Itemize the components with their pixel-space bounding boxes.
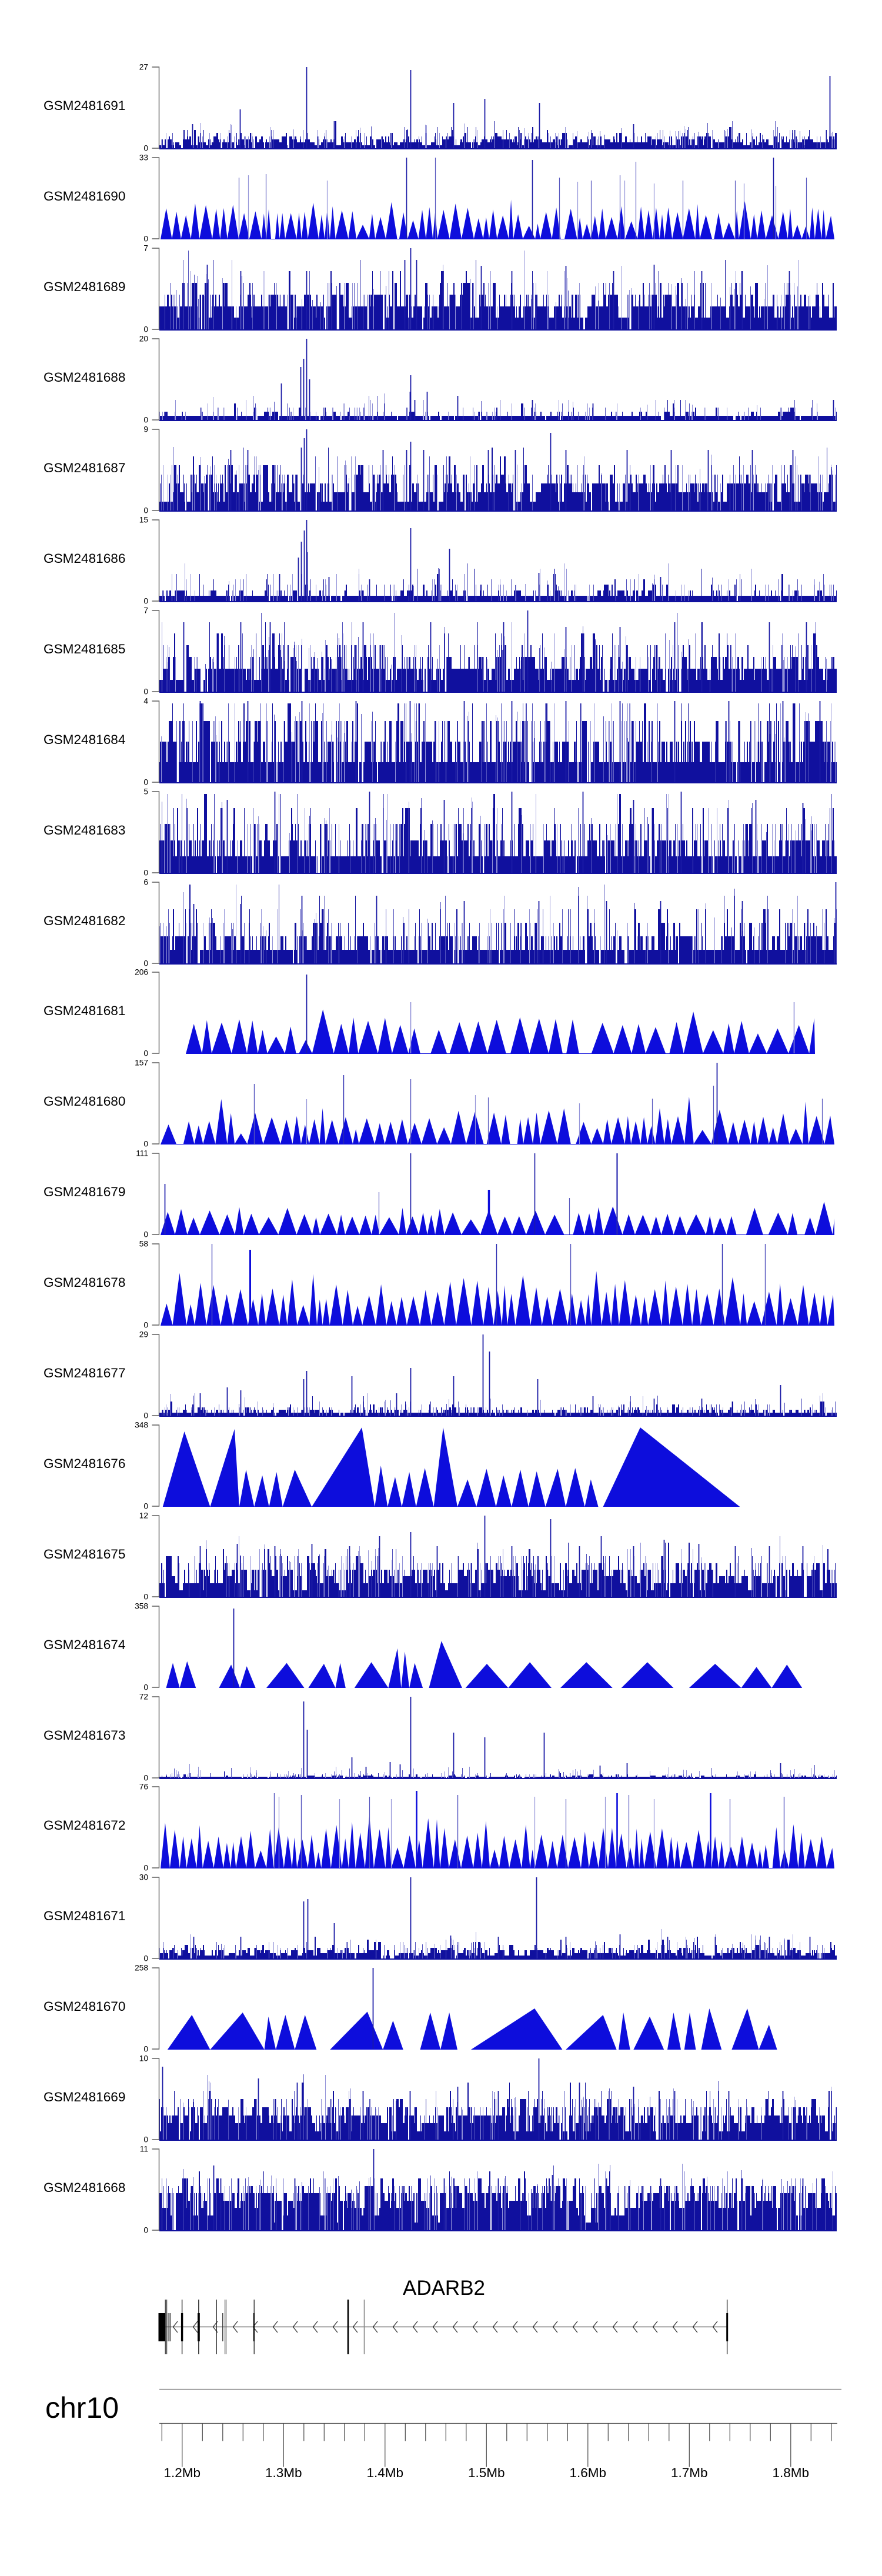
svg-text:GSM2481685: GSM2481685: [44, 642, 125, 656]
svg-text:GSM2481679: GSM2481679: [44, 1184, 125, 1199]
svg-text:29: 29: [139, 1330, 148, 1339]
svg-text:348: 348: [135, 1421, 148, 1430]
svg-text:20: 20: [139, 335, 149, 343]
svg-text:4: 4: [143, 697, 148, 706]
svg-text:5: 5: [143, 788, 148, 796]
svg-text:58: 58: [139, 1240, 149, 1249]
svg-text:GSM2481683: GSM2481683: [44, 823, 125, 837]
svg-text:358: 358: [135, 1602, 148, 1611]
svg-text:0: 0: [143, 1412, 148, 1420]
svg-text:1.3Mb: 1.3Mb: [265, 2465, 302, 2480]
svg-text:0: 0: [143, 2135, 148, 2144]
svg-text:0: 0: [143, 2226, 148, 2235]
svg-text:0: 0: [143, 1864, 148, 1873]
svg-text:GSM2481688: GSM2481688: [44, 370, 125, 385]
svg-text:GSM2481669: GSM2481669: [44, 2090, 125, 2104]
svg-text:GSM2481687: GSM2481687: [44, 461, 125, 475]
svg-text:0: 0: [143, 235, 148, 243]
svg-text:0: 0: [143, 1954, 148, 1963]
svg-text:GSM2481668: GSM2481668: [44, 2180, 125, 2195]
svg-text:0: 0: [143, 2045, 148, 2054]
svg-text:258: 258: [135, 1964, 148, 1973]
svg-text:GSM2481675: GSM2481675: [44, 1547, 125, 1561]
svg-text:GSM2481689: GSM2481689: [44, 279, 125, 294]
svg-text:GSM2481684: GSM2481684: [44, 732, 125, 747]
svg-text:7: 7: [143, 244, 148, 253]
svg-text:0: 0: [143, 1049, 148, 1058]
svg-text:1.6Mb: 1.6Mb: [570, 2465, 607, 2480]
svg-text:GSM2481686: GSM2481686: [44, 551, 125, 566]
svg-text:GSM2481676: GSM2481676: [44, 1456, 125, 1471]
svg-text:chr10: chr10: [45, 2391, 119, 2424]
svg-text:GSM2481670: GSM2481670: [44, 1999, 125, 2014]
svg-text:GSM2481673: GSM2481673: [44, 1728, 125, 1743]
svg-text:206: 206: [135, 968, 148, 977]
svg-text:0: 0: [143, 416, 148, 425]
svg-text:0: 0: [143, 1683, 148, 1692]
svg-text:GSM2481672: GSM2481672: [44, 1818, 125, 1833]
svg-text:0: 0: [143, 1774, 148, 1783]
svg-text:9: 9: [143, 425, 148, 434]
svg-text:0: 0: [143, 1230, 148, 1239]
svg-text:0: 0: [143, 597, 148, 606]
svg-text:0: 0: [143, 959, 148, 968]
svg-text:76: 76: [139, 1783, 149, 1791]
svg-text:1.7Mb: 1.7Mb: [671, 2465, 708, 2480]
svg-text:GSM2481671: GSM2481671: [44, 1908, 125, 1923]
svg-text:11: 11: [140, 2145, 148, 2154]
svg-text:GSM2481674: GSM2481674: [44, 1637, 125, 1652]
svg-text:7: 7: [143, 606, 148, 615]
svg-text:GSM2481677: GSM2481677: [44, 1366, 125, 1380]
svg-text:30: 30: [139, 1873, 149, 1882]
svg-text:1.2Mb: 1.2Mb: [164, 2465, 201, 2480]
svg-text:0: 0: [143, 1321, 148, 1330]
svg-text:0: 0: [143, 1593, 148, 1601]
svg-text:GSM2481691: GSM2481691: [44, 98, 125, 113]
svg-text:GSM2481690: GSM2481690: [44, 189, 125, 203]
svg-text:ADARB2: ADARB2: [403, 2277, 485, 2300]
svg-text:0: 0: [143, 1140, 148, 1149]
svg-text:157: 157: [135, 1059, 148, 1067]
svg-text:27: 27: [139, 63, 148, 72]
svg-text:0: 0: [143, 869, 148, 877]
svg-text:0: 0: [143, 1502, 148, 1511]
svg-text:GSM2481681: GSM2481681: [44, 1003, 125, 1018]
svg-text:72: 72: [139, 1693, 148, 1701]
svg-text:1.5Mb: 1.5Mb: [468, 2465, 505, 2480]
svg-text:1.8Mb: 1.8Mb: [773, 2465, 810, 2480]
svg-text:0: 0: [143, 778, 148, 787]
svg-text:0: 0: [143, 506, 148, 515]
svg-text:0: 0: [143, 325, 148, 334]
svg-text:GSM2481678: GSM2481678: [44, 1275, 125, 1290]
svg-text:0: 0: [143, 144, 148, 153]
svg-text:GSM2481682: GSM2481682: [44, 913, 125, 928]
svg-text:10: 10: [139, 2054, 149, 2063]
svg-text:GSM2481680: GSM2481680: [44, 1094, 125, 1109]
svg-text:15: 15: [139, 516, 149, 525]
svg-text:33: 33: [139, 154, 149, 162]
svg-text:12: 12: [139, 1511, 148, 1520]
svg-text:0: 0: [143, 688, 148, 696]
svg-text:1.4Mb: 1.4Mb: [367, 2465, 404, 2480]
svg-text:111: 111: [136, 1149, 148, 1158]
svg-text:6: 6: [143, 878, 148, 887]
